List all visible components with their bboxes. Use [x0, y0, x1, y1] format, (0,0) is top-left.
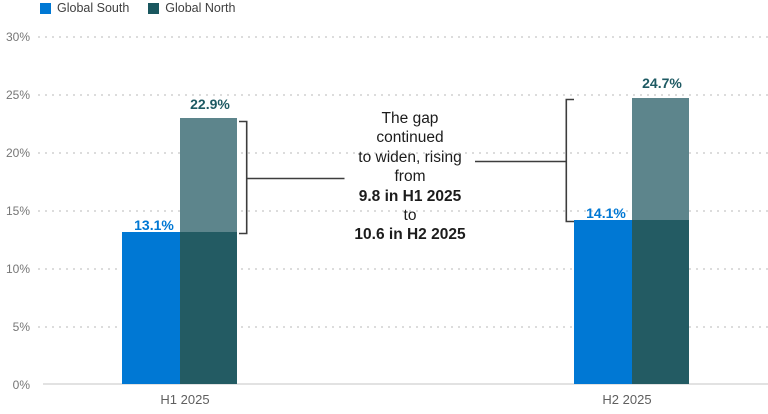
bar-north-solid-1[interactable]	[632, 220, 689, 384]
legend-label-global-north: Global North	[165, 1, 236, 15]
ytick-0: 0%	[12, 378, 30, 392]
gridline-15	[38, 210, 768, 212]
bar-north-faded-0[interactable]	[180, 118, 237, 233]
gridline-10	[38, 268, 768, 270]
legend-item-global-south[interactable]: Global South	[40, 1, 129, 15]
annotation-line-gap-h2: 10.6 in H2 2025	[354, 226, 466, 244]
annotation-line: to widen, rising	[358, 148, 462, 166]
label-south-1: 14.1%	[586, 205, 626, 222]
legend-label-global-south: Global South	[57, 1, 130, 15]
x-axis-line	[43, 383, 768, 385]
bar-south-1[interactable]	[574, 220, 632, 384]
label-south-0: 13.1%	[134, 217, 174, 234]
legend: Global South Global North	[40, 1, 235, 15]
annotation-line: from	[394, 168, 426, 186]
global-north-swatch-icon	[148, 2, 160, 14]
xlabel-h1-2025: H1 2025	[160, 392, 210, 407]
gridline-20	[38, 152, 768, 154]
plot-area: 13.1% 22.9% 14.1% 24.7%	[122, 75, 689, 384]
gap-annotation: The gap continued to widen, rising from …	[354, 109, 465, 245]
bar-north-solid-0[interactable]	[180, 232, 237, 384]
annotation-line: continued	[376, 129, 444, 147]
gridline-25	[38, 94, 768, 96]
global-south-swatch-icon	[40, 2, 51, 14]
ytick-20: 20%	[5, 146, 30, 160]
annotation-line: The gap	[381, 110, 439, 127]
bar-north-faded-1[interactable]	[632, 97, 689, 221]
annotation-line: to	[403, 207, 417, 225]
legend-item-global-north[interactable]: Global North	[148, 1, 235, 15]
ytick-30: 30%	[5, 30, 30, 44]
label-north-0: 22.9%	[190, 96, 230, 113]
ytick-10: 10%	[5, 262, 30, 276]
ytick-25: 25%	[5, 88, 30, 102]
label-north-1: 24.7%	[642, 75, 682, 92]
ytick-15: 15%	[5, 204, 30, 218]
bar-south-0[interactable]	[122, 232, 180, 384]
gridline-30	[38, 36, 768, 38]
ytick-5: 5%	[12, 320, 30, 334]
gridline-5	[38, 326, 768, 328]
xlabel-h2-2025: H2 2025	[602, 392, 652, 407]
annotation-line-gap-h1: 9.8 in H1 2025	[358, 187, 462, 205]
